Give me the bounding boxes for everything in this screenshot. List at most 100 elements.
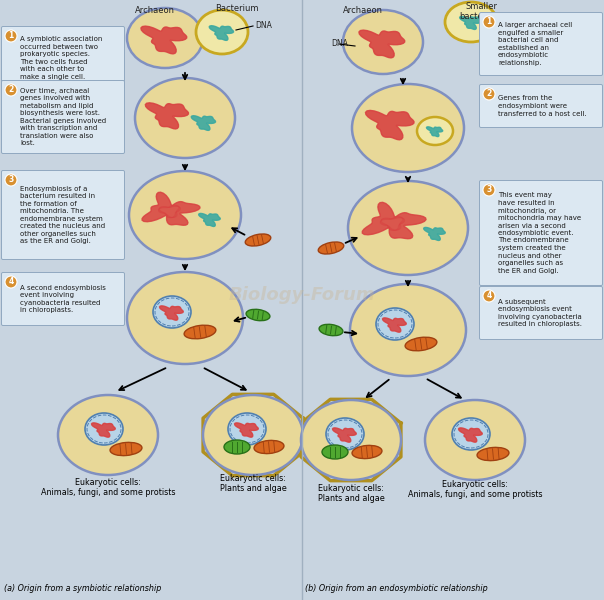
Ellipse shape <box>87 415 121 443</box>
Text: 2: 2 <box>486 89 492 98</box>
Circle shape <box>5 30 17 42</box>
Ellipse shape <box>319 325 343 335</box>
Ellipse shape <box>326 418 364 450</box>
Polygon shape <box>359 30 405 58</box>
Text: 1: 1 <box>8 31 14 40</box>
Polygon shape <box>141 26 187 54</box>
FancyBboxPatch shape <box>1 80 124 154</box>
Ellipse shape <box>127 272 243 364</box>
FancyBboxPatch shape <box>480 181 603 286</box>
Ellipse shape <box>246 310 270 320</box>
Text: 2: 2 <box>8 85 14 94</box>
Polygon shape <box>191 116 216 130</box>
FancyBboxPatch shape <box>480 286 603 340</box>
Circle shape <box>5 174 17 186</box>
Polygon shape <box>423 227 445 241</box>
Text: Bacterium: Bacterium <box>215 4 259 13</box>
Text: 1: 1 <box>486 17 492 26</box>
Polygon shape <box>458 428 482 442</box>
Polygon shape <box>146 103 188 129</box>
Ellipse shape <box>254 440 284 454</box>
Polygon shape <box>159 306 183 320</box>
Circle shape <box>483 184 495 196</box>
Ellipse shape <box>127 8 203 68</box>
FancyBboxPatch shape <box>480 13 603 76</box>
Text: Eukaryotic cells:
Plants and algae: Eukaryotic cells: Plants and algae <box>318 484 384 503</box>
Text: 3: 3 <box>8 175 14 185</box>
Ellipse shape <box>58 395 158 475</box>
FancyBboxPatch shape <box>1 26 124 89</box>
Ellipse shape <box>301 400 401 480</box>
Text: Endosymbiosis of a
bacterium resulted in
the formation of
mitochondria. The
endo: Endosymbiosis of a bacterium resulted in… <box>20 186 105 244</box>
Polygon shape <box>142 192 200 225</box>
Text: 4: 4 <box>8 277 14 286</box>
Circle shape <box>483 16 495 28</box>
Ellipse shape <box>322 445 348 459</box>
Ellipse shape <box>110 442 142 455</box>
Text: 4: 4 <box>486 292 492 301</box>
FancyBboxPatch shape <box>480 85 603 127</box>
Polygon shape <box>333 428 356 442</box>
Circle shape <box>483 290 495 302</box>
Polygon shape <box>460 16 481 29</box>
Ellipse shape <box>376 308 414 340</box>
FancyBboxPatch shape <box>1 170 124 259</box>
Text: A symbiotic association
occurred between two
prokaryotic species.
The two cells : A symbiotic association occurred between… <box>20 36 102 80</box>
Text: A larger archaeal cell
engulfed a smaller
bacterial cell and
established an
endo: A larger archaeal cell engulfed a smalle… <box>498 22 572 66</box>
Text: Eukaryotic cells:
Animals, fungi, and some protists: Eukaryotic cells: Animals, fungi, and so… <box>40 478 175 497</box>
Text: Archaeon: Archaeon <box>343 6 383 15</box>
Ellipse shape <box>155 298 189 326</box>
Ellipse shape <box>318 242 344 254</box>
Text: Over time, archaeal
genes involved with
metabolism and lipid
biosynthesis were l: Over time, archaeal genes involved with … <box>20 88 106 146</box>
Text: Eukaryotic cells:
Animals, fungi, and some protists: Eukaryotic cells: Animals, fungi, and so… <box>408 480 542 499</box>
Polygon shape <box>209 26 234 40</box>
Text: A second endosymbiosis
event involving
cyanobacteria resulted
in chloroplasts.: A second endosymbiosis event involving c… <box>20 285 106 313</box>
Text: DNA: DNA <box>255 22 272 31</box>
Text: Genes from the
endosymbiont were
transferred to a host cell.: Genes from the endosymbiont were transfe… <box>498 95 586 116</box>
Ellipse shape <box>405 337 437 351</box>
Ellipse shape <box>425 400 525 480</box>
Circle shape <box>5 276 17 288</box>
Text: This event may
have resulted in
mitochondria, or
mitochondria may have
arisen vi: This event may have resulted in mitochon… <box>498 193 581 274</box>
Ellipse shape <box>477 448 509 461</box>
Text: Eukaryotic cells:
Plants and algae: Eukaryotic cells: Plants and algae <box>220 474 286 493</box>
Text: DNA: DNA <box>331 40 348 49</box>
Polygon shape <box>234 423 259 437</box>
Ellipse shape <box>452 418 490 450</box>
Ellipse shape <box>445 2 497 42</box>
Ellipse shape <box>417 117 453 145</box>
FancyBboxPatch shape <box>1 272 124 325</box>
Text: 3: 3 <box>486 185 492 194</box>
Ellipse shape <box>352 84 464 172</box>
Ellipse shape <box>135 78 235 158</box>
Ellipse shape <box>454 420 488 448</box>
Text: Smaller
bacterium: Smaller bacterium <box>460 2 503 22</box>
Ellipse shape <box>184 325 216 339</box>
Text: A subsequent
endosymbiosis event
involving cyanobacteria
resulted in chloroplast: A subsequent endosymbiosis event involvi… <box>498 299 582 327</box>
Text: Archaeon: Archaeon <box>135 6 175 15</box>
Ellipse shape <box>203 395 303 475</box>
Ellipse shape <box>348 181 468 275</box>
Ellipse shape <box>245 234 271 246</box>
Polygon shape <box>92 423 115 437</box>
Ellipse shape <box>129 171 241 259</box>
Ellipse shape <box>196 10 248 54</box>
Circle shape <box>483 88 495 100</box>
Ellipse shape <box>85 413 123 445</box>
Circle shape <box>5 84 17 96</box>
Ellipse shape <box>352 445 382 458</box>
Text: (a) Origin from a symbiotic relationship: (a) Origin from a symbiotic relationship <box>4 584 161 593</box>
Ellipse shape <box>350 284 466 376</box>
Ellipse shape <box>328 420 362 448</box>
Polygon shape <box>426 127 443 137</box>
Text: Biology-Forum: Biology-Forum <box>229 286 375 304</box>
Polygon shape <box>382 318 406 332</box>
Text: (b) Origin from an endosymbiotic relationship: (b) Origin from an endosymbiotic relatio… <box>305 584 488 593</box>
Ellipse shape <box>378 310 412 338</box>
Ellipse shape <box>230 415 264 443</box>
Ellipse shape <box>343 10 423 74</box>
Ellipse shape <box>224 440 250 454</box>
Polygon shape <box>362 202 426 239</box>
Ellipse shape <box>153 296 191 328</box>
Ellipse shape <box>228 413 266 445</box>
